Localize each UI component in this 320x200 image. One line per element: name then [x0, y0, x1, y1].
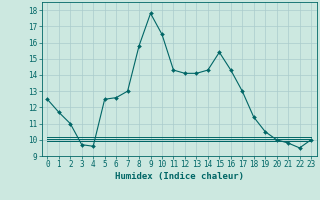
X-axis label: Humidex (Indice chaleur): Humidex (Indice chaleur)	[115, 172, 244, 181]
